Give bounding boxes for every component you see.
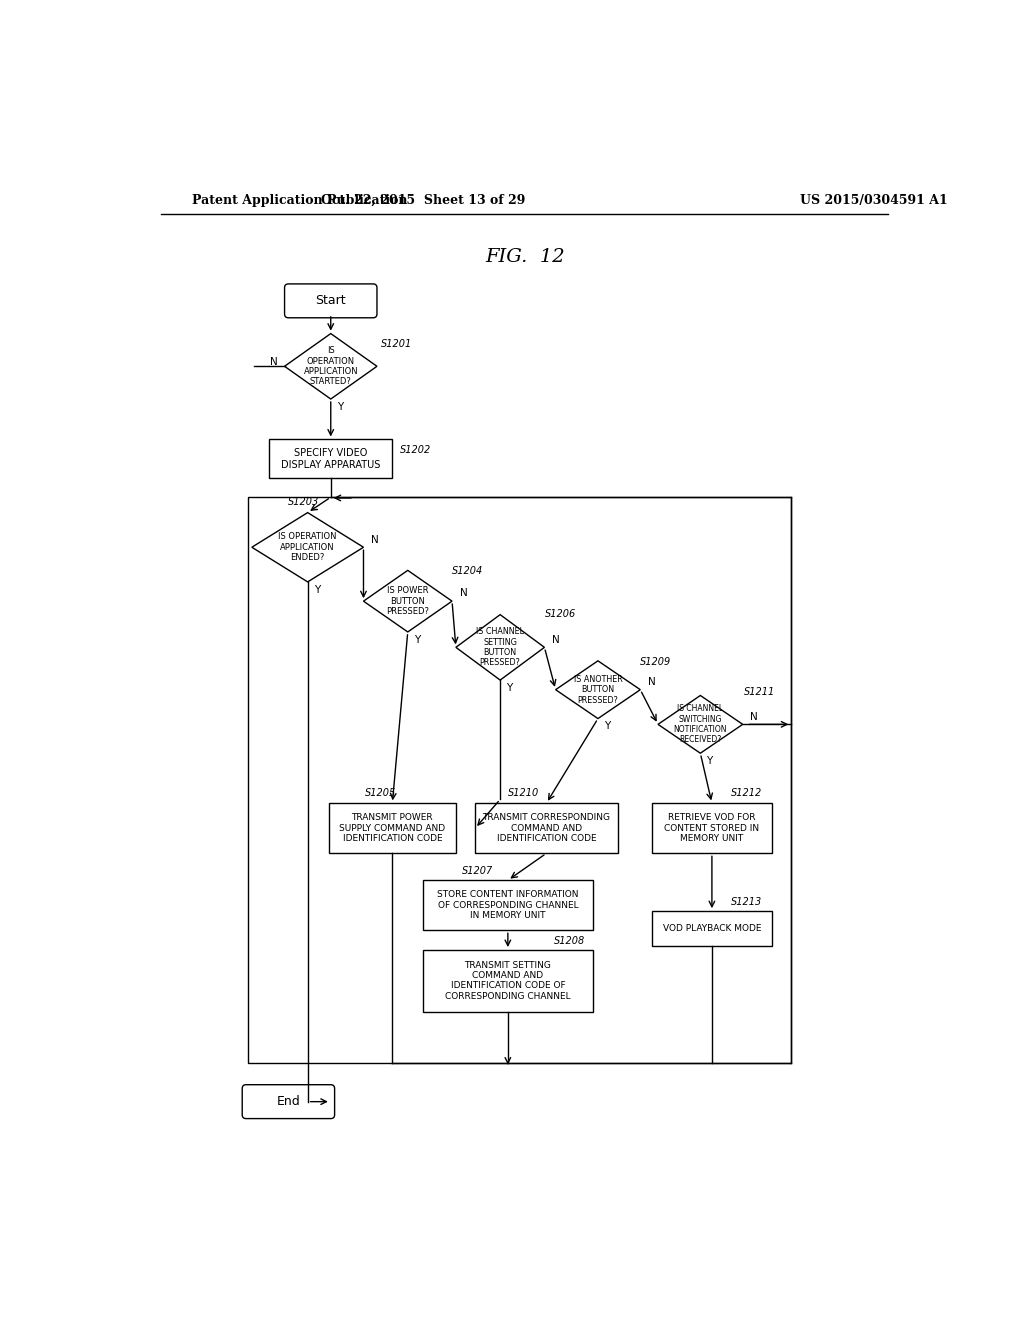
Text: S1204: S1204 bbox=[453, 566, 483, 577]
Text: Start: Start bbox=[315, 294, 346, 308]
Text: RETRIEVE VOD FOR
CONTENT STORED IN
MEMORY UNIT: RETRIEVE VOD FOR CONTENT STORED IN MEMOR… bbox=[665, 813, 760, 843]
Text: Y: Y bbox=[506, 682, 513, 693]
Bar bbox=[329, 804, 456, 853]
Text: Y: Y bbox=[707, 756, 713, 766]
Text: Y: Y bbox=[337, 401, 343, 412]
Bar bbox=[423, 950, 593, 1011]
Text: FIG.  12: FIG. 12 bbox=[485, 248, 564, 265]
Polygon shape bbox=[364, 570, 452, 632]
Text: S1207: S1207 bbox=[462, 866, 493, 876]
Text: S1203: S1203 bbox=[289, 496, 319, 507]
Text: TRANSMIT POWER
SUPPLY COMMAND AND
IDENTIFICATION CODE: TRANSMIT POWER SUPPLY COMMAND AND IDENTI… bbox=[339, 813, 445, 843]
Text: Oct. 22, 2015  Sheet 13 of 29: Oct. 22, 2015 Sheet 13 of 29 bbox=[321, 194, 525, 207]
Text: End: End bbox=[276, 1096, 300, 1109]
Text: S1208: S1208 bbox=[554, 936, 586, 946]
FancyBboxPatch shape bbox=[243, 1085, 335, 1118]
Text: TRANSMIT SETTING
COMMAND AND
IDENTIFICATION CODE OF
CORRESPONDING CHANNEL: TRANSMIT SETTING COMMAND AND IDENTIFICAT… bbox=[445, 961, 570, 1001]
FancyBboxPatch shape bbox=[285, 284, 377, 318]
Text: S1202: S1202 bbox=[400, 445, 431, 454]
Text: N: N bbox=[648, 677, 655, 686]
Text: S1201: S1201 bbox=[381, 339, 412, 348]
Text: N: N bbox=[371, 535, 379, 545]
Text: SPECIFY VIDEO
DISPLAY APPARATUS: SPECIFY VIDEO DISPLAY APPARATUS bbox=[281, 447, 381, 470]
Text: S1212: S1212 bbox=[731, 788, 763, 799]
Text: TRANSMIT CORRESPONDING
COMMAND AND
IDENTIFICATION CODE: TRANSMIT CORRESPONDING COMMAND AND IDENT… bbox=[482, 813, 610, 843]
Text: IS OPERATION
APPLICATION
ENDED?: IS OPERATION APPLICATION ENDED? bbox=[279, 532, 337, 562]
Bar bbox=[652, 804, 772, 853]
Text: STORE CONTENT INFORMATION
OF CORRESPONDING CHANNEL
IN MEMORY UNIT: STORE CONTENT INFORMATION OF CORRESPONDI… bbox=[437, 891, 579, 920]
Polygon shape bbox=[556, 661, 640, 718]
Polygon shape bbox=[658, 696, 742, 754]
Text: IS
OPERATION
APPLICATION
STARTED?: IS OPERATION APPLICATION STARTED? bbox=[303, 346, 358, 387]
Text: N: N bbox=[460, 589, 468, 598]
Text: S1205: S1205 bbox=[366, 788, 396, 799]
Polygon shape bbox=[252, 512, 364, 582]
Polygon shape bbox=[456, 615, 545, 680]
Text: S1211: S1211 bbox=[743, 688, 775, 697]
Text: IS CHANNEL
SWITCHING
NOTIFICATION
RECEIVED?: IS CHANNEL SWITCHING NOTIFICATION RECEIV… bbox=[674, 705, 727, 744]
Text: S1210: S1210 bbox=[508, 788, 539, 799]
Text: IS ANOTHER
BUTTON
PRESSED?: IS ANOTHER BUTTON PRESSED? bbox=[573, 675, 623, 705]
Bar bbox=[652, 911, 772, 945]
Bar bbox=[248, 498, 792, 1063]
Text: S1209: S1209 bbox=[640, 657, 672, 667]
Text: S1213: S1213 bbox=[731, 898, 763, 907]
Text: Y: Y bbox=[414, 635, 420, 644]
Bar bbox=[269, 440, 392, 478]
Text: S1206: S1206 bbox=[545, 609, 577, 619]
Text: N: N bbox=[751, 711, 758, 722]
Text: IS CHANNEL
SETTING
BUTTON
PRESSED?: IS CHANNEL SETTING BUTTON PRESSED? bbox=[476, 627, 524, 668]
Text: US 2015/0304591 A1: US 2015/0304591 A1 bbox=[801, 194, 948, 207]
Polygon shape bbox=[285, 334, 377, 399]
Text: N: N bbox=[552, 635, 560, 644]
Bar bbox=[423, 880, 593, 931]
Text: Patent Application Publication: Patent Application Publication bbox=[193, 194, 408, 207]
Text: N: N bbox=[270, 356, 278, 367]
Text: Y: Y bbox=[604, 721, 610, 731]
Text: VOD PLAYBACK MODE: VOD PLAYBACK MODE bbox=[663, 924, 761, 933]
Text: IS POWER
BUTTON
PRESSED?: IS POWER BUTTON PRESSED? bbox=[386, 586, 429, 616]
Bar bbox=[475, 804, 617, 853]
Text: Y: Y bbox=[313, 585, 321, 594]
